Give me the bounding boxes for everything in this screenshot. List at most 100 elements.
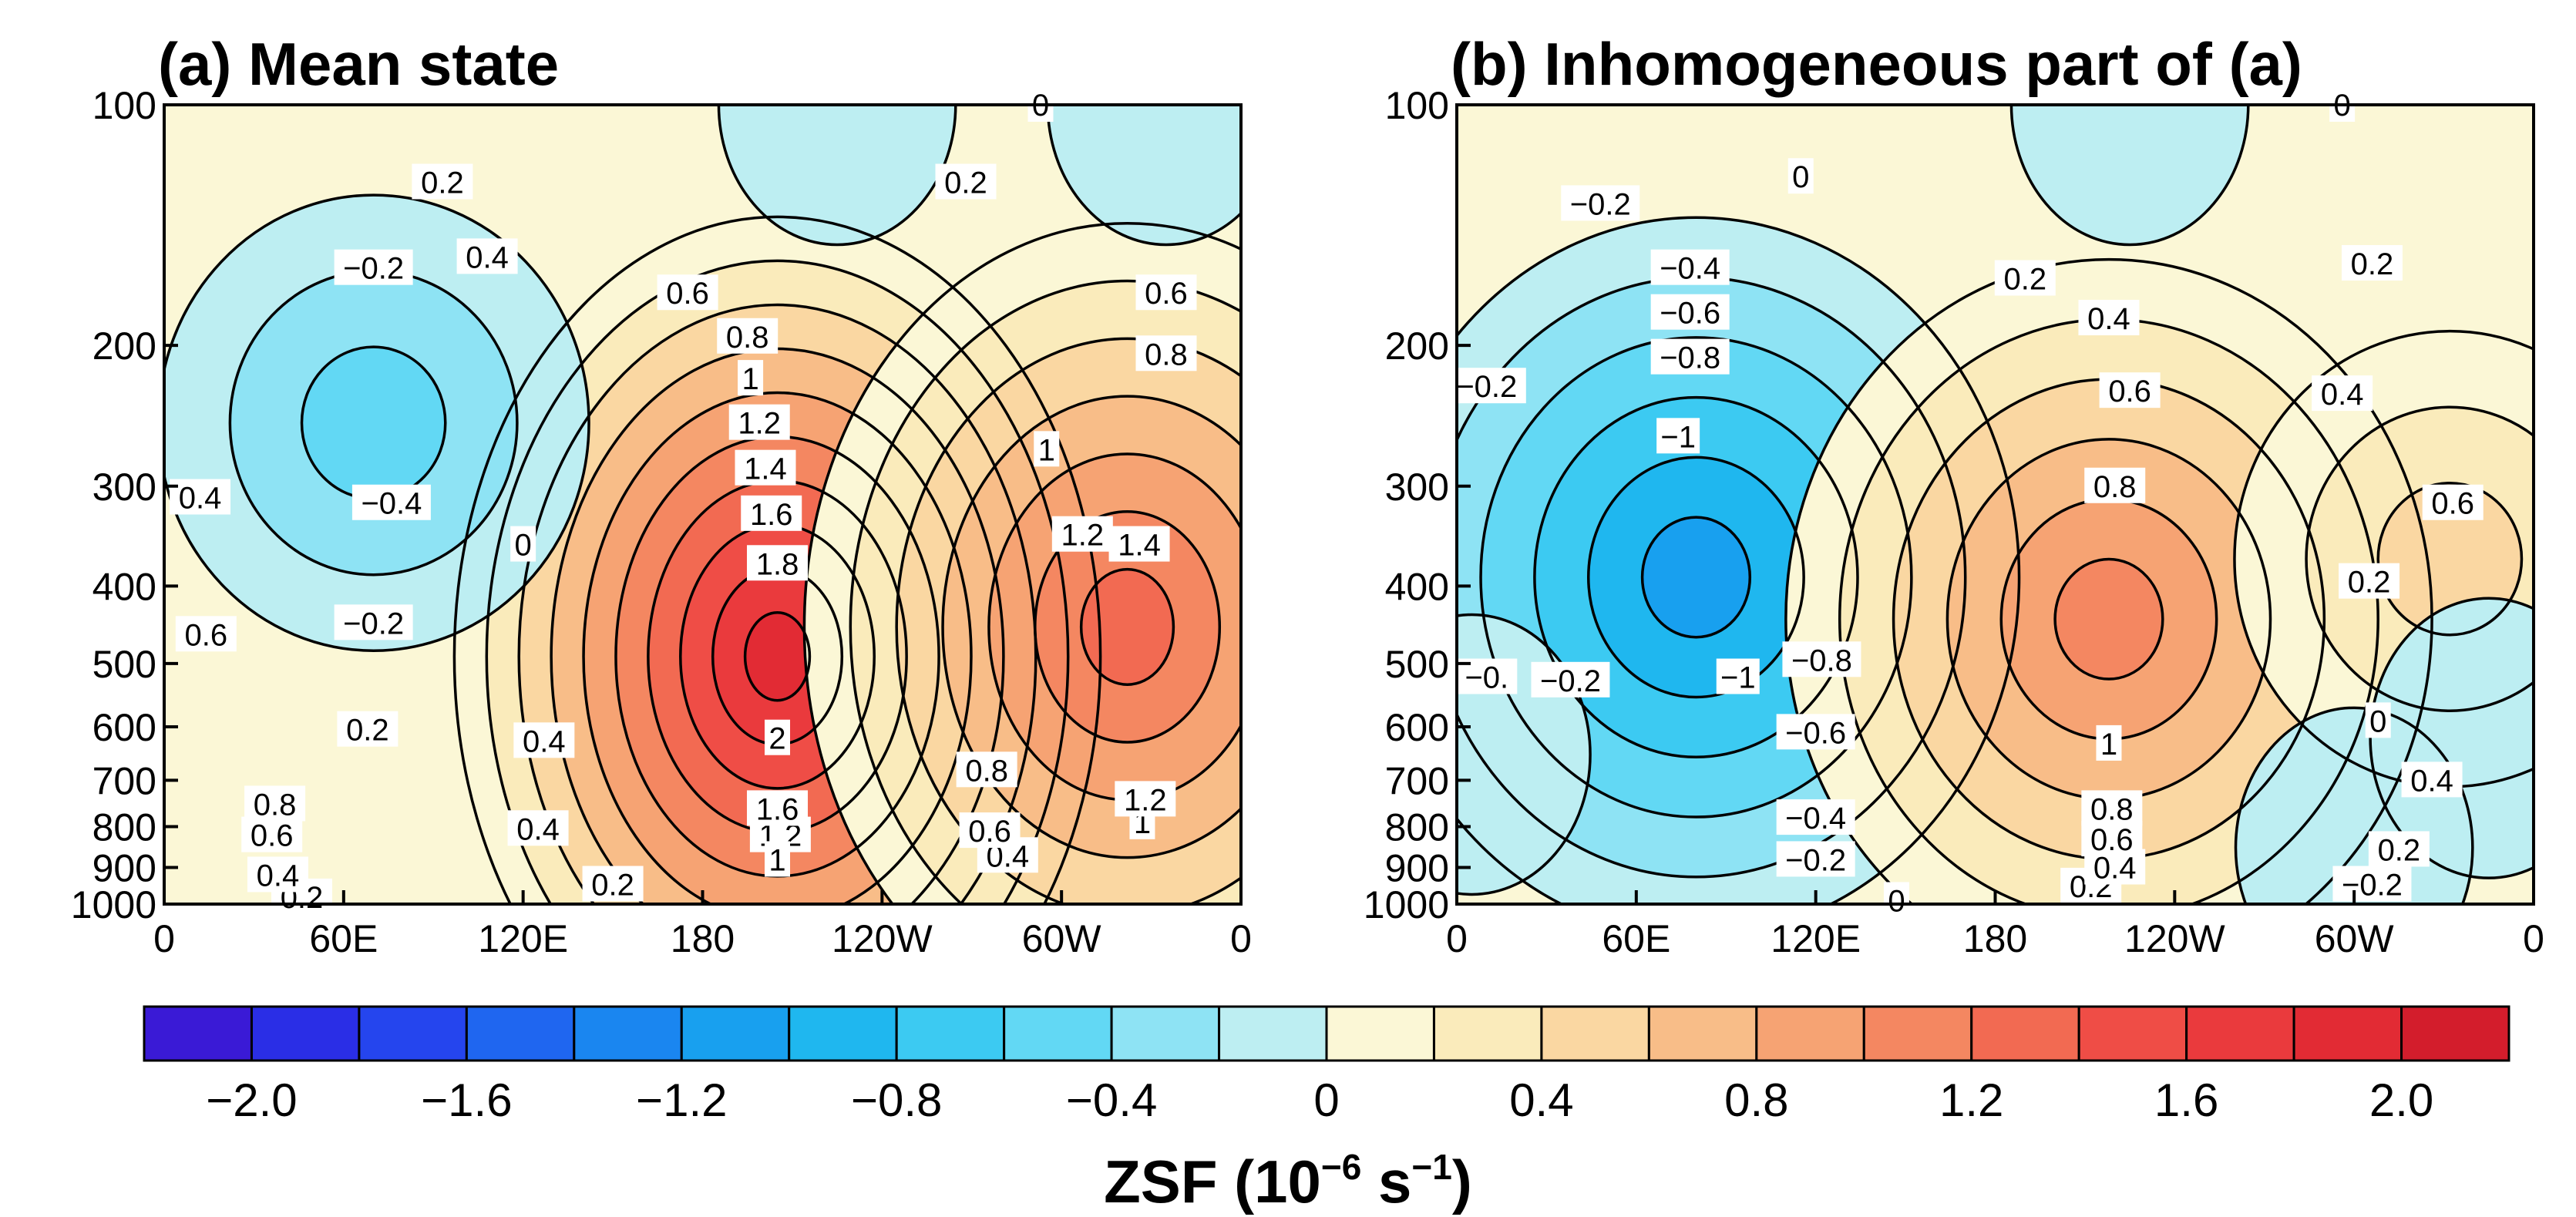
contour-label-bg bbox=[765, 719, 791, 755]
contour-label: 1 bbox=[738, 360, 764, 396]
contour-label-bg bbox=[2422, 484, 2484, 520]
contour-label-bg bbox=[1782, 641, 1861, 677]
contour-line bbox=[1079, 567, 1175, 686]
contour-label: 1.4 bbox=[735, 449, 796, 486]
y-tick-label: 200 bbox=[92, 324, 156, 368]
contour-label-bg bbox=[582, 866, 644, 902]
colorbar-label-mid: s bbox=[1361, 1148, 1411, 1215]
y-tick-label: 900 bbox=[92, 847, 156, 890]
contour-label-text: 0.6 bbox=[2090, 823, 2134, 857]
colorbar-label-exp1: −6 bbox=[1321, 1147, 1361, 1187]
contour-label: 0 bbox=[2365, 702, 2391, 738]
contour-label: 0.8 bbox=[1135, 335, 1197, 371]
contour-line bbox=[743, 610, 812, 702]
contour-line bbox=[452, 215, 1102, 904]
contour-line bbox=[2376, 481, 2524, 637]
contour-label-text: 0.8 bbox=[965, 754, 1008, 788]
colorbar-cell bbox=[2077, 1005, 2188, 1062]
contour-label-bg bbox=[2312, 375, 2373, 412]
contour-line bbox=[1533, 395, 1859, 759]
y-tick-label: 1000 bbox=[71, 883, 156, 926]
contour-label-bg bbox=[959, 812, 1021, 849]
contour-label-bg bbox=[1135, 335, 1197, 371]
colorbar-cell bbox=[250, 1005, 361, 1062]
contour-line bbox=[849, 279, 1241, 904]
contour-label-bg bbox=[1776, 799, 1855, 835]
contour-line bbox=[1784, 258, 2433, 904]
contour-label: −0.2 bbox=[1776, 841, 1855, 877]
contour-label: 0 bbox=[1883, 882, 1909, 918]
contour-labels-b: 0000−0.2−0.2−0.2−0.2−0.2−0.−0.4−0.4−0.6−… bbox=[1447, 86, 2484, 918]
contour-label-text: 0.2 bbox=[2004, 263, 2047, 297]
contour-label: 1.4 bbox=[1108, 526, 1170, 563]
colorbar-cell bbox=[2292, 1005, 2403, 1062]
colorbar-cell bbox=[1647, 1005, 1758, 1062]
x-tick-label: 60E bbox=[309, 917, 378, 960]
contour-label: −0.6 bbox=[1650, 294, 1730, 331]
contour-label-text: −0.2 bbox=[2342, 869, 2403, 903]
extremum-3 bbox=[718, 105, 956, 245]
contour-label-bg bbox=[2099, 372, 2161, 408]
contour-label-bg bbox=[2365, 702, 2391, 738]
contour-label: 0.2 bbox=[2341, 245, 2403, 281]
contour-label-bg bbox=[2368, 831, 2430, 867]
contour-label-text: 0.4 bbox=[466, 240, 509, 274]
contour-label-text: 0 bbox=[1792, 160, 1809, 194]
contour-label: −0.8 bbox=[1782, 641, 1861, 677]
x-axis-b: 0 60E 120E 180 120W 60W 0 bbox=[1446, 890, 2544, 960]
contour-label-text: 0.2 bbox=[944, 166, 987, 200]
contour-label-text: 0.8 bbox=[1145, 338, 1188, 371]
x-tick-label: 180 bbox=[671, 917, 735, 960]
contour-label: 0 bbox=[510, 526, 536, 563]
contour-line bbox=[2053, 557, 2164, 681]
contour-label: 0.4 bbox=[2401, 761, 2463, 798]
contour-line bbox=[895, 337, 1241, 904]
contour-label: 0.6 bbox=[2081, 821, 2143, 857]
contour-label-text: −0.2 bbox=[1570, 187, 1631, 221]
contour-label-text: 0.6 bbox=[2108, 375, 2151, 408]
panel-a: (a) Mean state 0.2 0.20.20.20.200−0.2−0.2… bbox=[71, 30, 1252, 960]
extremum-4 bbox=[1048, 105, 1241, 245]
contour-label: 0.4 bbox=[513, 722, 575, 758]
colorbar-cell bbox=[2400, 1005, 2510, 1062]
contour-line bbox=[1479, 336, 1913, 819]
contours-b bbox=[1457, 105, 2534, 904]
contour-label-text: 1.4 bbox=[744, 452, 787, 486]
contour-label-text: 0 bbox=[2369, 704, 2386, 738]
contour-label-bg bbox=[1650, 294, 1730, 330]
x-tick-label: 0 bbox=[1230, 917, 1252, 960]
colorbar-tick-label: −1.6 bbox=[421, 1074, 512, 1126]
contour-label-bg bbox=[2096, 724, 2122, 761]
colorbar: −2.0 −1.6 −1.2 −0.8 −0.4 0 0.4 0.8 1.2 1.6 2.0 ZSF… bbox=[143, 1005, 2510, 1215]
contour-label: 1.8 bbox=[747, 545, 809, 581]
contour-label-bg bbox=[334, 604, 413, 640]
colorbar-tick-label: 0.4 bbox=[1509, 1074, 1573, 1126]
x-tick-label: 0 bbox=[1446, 917, 1468, 960]
contour-label-bg bbox=[1787, 158, 1814, 194]
colorbar-label-main: ZSF (10 bbox=[1104, 1148, 1321, 1215]
contour-label-text: −0.2 bbox=[343, 252, 404, 286]
contour-label-text: 1 bbox=[1038, 433, 1055, 467]
contour-label-bg bbox=[507, 810, 569, 846]
panel-a-title: (a) Mean state bbox=[158, 30, 559, 98]
contour-label-text: −0.6 bbox=[1785, 716, 1846, 750]
colorbar-label-end: ) bbox=[1452, 1148, 1472, 1215]
contour-label-text: −0.2 bbox=[1456, 370, 1517, 404]
shade-level bbox=[2055, 559, 2163, 680]
contour-line bbox=[717, 105, 957, 247]
colorbar-cells bbox=[143, 1005, 2510, 1062]
panel-b-title: (b) Inhomogeneous part of (a) bbox=[1451, 30, 2302, 98]
contour-label: −0.2 bbox=[2332, 866, 2412, 903]
contour-label-bg bbox=[170, 479, 231, 515]
contour-label: −0.6 bbox=[1776, 714, 1855, 750]
contour-label-bg bbox=[2341, 245, 2403, 281]
contour-label: −0.4 bbox=[1776, 799, 1855, 835]
contour-label: −1 bbox=[1716, 658, 1760, 694]
y-tick-label: 900 bbox=[1385, 847, 1449, 890]
contour-line bbox=[1457, 613, 1592, 896]
contour-label-text: 0.8 bbox=[726, 321, 769, 355]
contour-label: 1 bbox=[765, 841, 791, 877]
contour-line bbox=[164, 193, 590, 652]
contour-label-text: 0.2 bbox=[2351, 247, 2394, 281]
